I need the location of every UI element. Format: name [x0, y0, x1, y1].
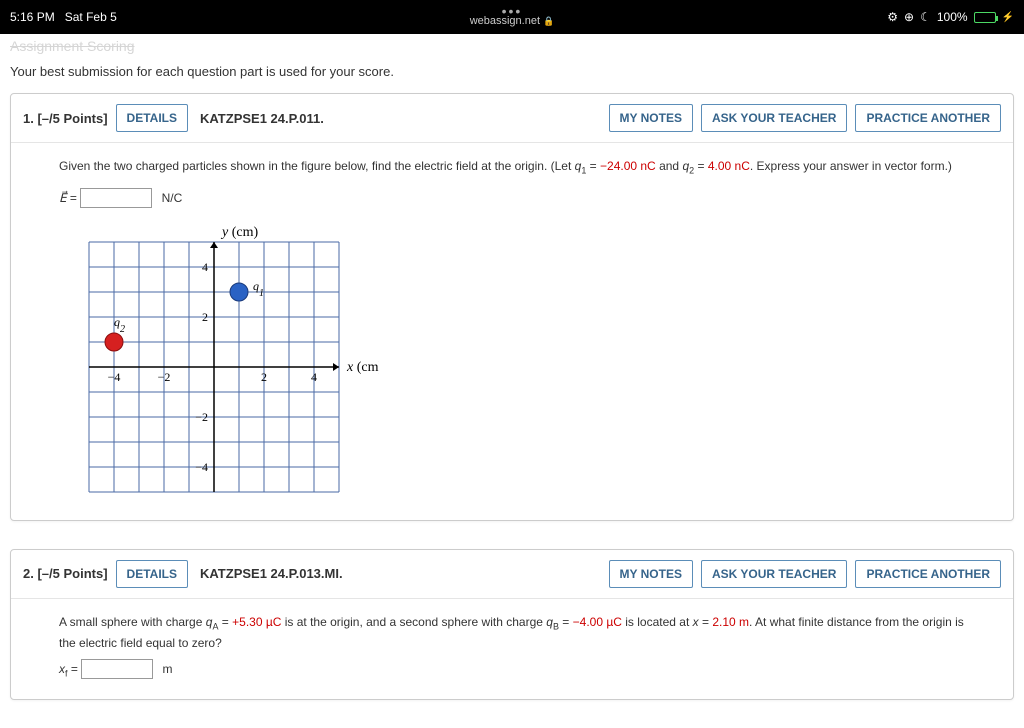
question-1-card: 1. [–/5 Points] DETAILS KATZPSE1 24.P.01… — [10, 93, 1014, 521]
svg-text:q2: q2 — [114, 315, 125, 335]
q2-answer-input[interactable] — [81, 659, 153, 679]
orientation-icon: ⊕ — [904, 10, 914, 24]
q2-number: 2. [–/5 Points] — [23, 566, 108, 581]
wifi-icon: ⚙︎ — [887, 10, 898, 24]
score-note: Your best submission for each question p… — [10, 56, 1014, 93]
e-vector-label: E⃗ — [59, 191, 67, 205]
svg-text:−4: −4 — [108, 370, 121, 384]
details-button[interactable]: DETAILS — [116, 104, 188, 132]
partial-page-header: Assignment Scoring — [10, 34, 1014, 56]
details-button[interactable]: DETAILS — [116, 560, 188, 588]
svg-text:4: 4 — [311, 370, 317, 384]
q2-unit: m — [163, 662, 173, 676]
q1-prompt: Given the two charged particles shown in… — [59, 157, 965, 178]
svg-text:2: 2 — [202, 310, 208, 324]
ask-teacher-button[interactable]: ASK YOUR TEACHER — [701, 560, 847, 588]
svg-text:−2: −2 — [158, 370, 171, 384]
ipad-status-bar: 5:16 PM Sat Feb 5 ••• webassign.net 🔒 ⚙︎… — [0, 0, 1024, 34]
svg-text:−4: −4 — [195, 460, 208, 474]
q2-answer-row: xf = m — [59, 659, 965, 681]
more-icon[interactable]: ••• — [470, 7, 555, 15]
q1-number: 1. [–/5 Points] — [23, 111, 108, 126]
practice-another-button[interactable]: PRACTICE ANOTHER — [855, 104, 1001, 132]
status-right: ⚙︎ ⊕ ☾ 100% ⚡ — [887, 10, 1014, 24]
my-notes-button[interactable]: MY NOTES — [609, 104, 693, 132]
q1-answer-row: E⃗ = N/C — [59, 188, 965, 208]
svg-text:2: 2 — [261, 370, 267, 384]
question-2-body: A small sphere with charge qA = +5.30 µC… — [11, 599, 1013, 699]
q1-unit: N/C — [162, 191, 183, 205]
q2-source: KATZPSE1 24.P.013.MI. — [196, 560, 347, 587]
question-1-body: Given the two charged particles shown in… — [11, 143, 1013, 520]
status-time: 5:16 PM — [10, 10, 55, 24]
my-notes-button[interactable]: MY NOTES — [609, 560, 693, 588]
browser-url-area[interactable]: ••• webassign.net 🔒 — [470, 7, 555, 27]
question-2-card: 2. [–/5 Points] DETAILS KATZPSE1 24.P.01… — [10, 549, 1014, 700]
svg-text:y (cm): y (cm) — [220, 225, 258, 240]
practice-another-button[interactable]: PRACTICE ANOTHER — [855, 560, 1001, 588]
status-time-date: 5:16 PM Sat Feb 5 — [10, 10, 117, 24]
ask-teacher-button[interactable]: ASK YOUR TEACHER — [701, 104, 847, 132]
moon-icon: ☾ — [920, 10, 931, 24]
q2-prompt: A small sphere with charge qA = +5.30 µC… — [59, 613, 965, 653]
svg-text:4: 4 — [202, 260, 208, 274]
svg-text:−2: −2 — [195, 410, 208, 424]
battery-pct: 100% — [937, 10, 968, 24]
charging-icon: ⚡ — [1002, 12, 1014, 23]
status-date: Sat Feb 5 — [65, 10, 117, 24]
q1-source: KATZPSE1 24.P.011. — [196, 105, 328, 132]
question-1-header: 1. [–/5 Points] DETAILS KATZPSE1 24.P.01… — [11, 94, 1013, 143]
battery-icon — [974, 12, 996, 23]
coordinate-chart: −4−224−4−224y (cm)x (cm)q1q2 — [59, 222, 339, 502]
svg-text:q1: q1 — [253, 279, 264, 299]
url-text: webassign.net — [470, 15, 540, 27]
svg-text:x (cm): x (cm) — [346, 360, 379, 375]
q1-figure: −4 −2 2 4 −4 −2 2 4 y (cm) x (cm) q1 q2 — [59, 222, 965, 502]
lock-icon: 🔒 — [543, 16, 554, 26]
q1-answer-input[interactable] — [80, 188, 152, 208]
question-2-header: 2. [–/5 Points] DETAILS KATZPSE1 24.P.01… — [11, 550, 1013, 599]
